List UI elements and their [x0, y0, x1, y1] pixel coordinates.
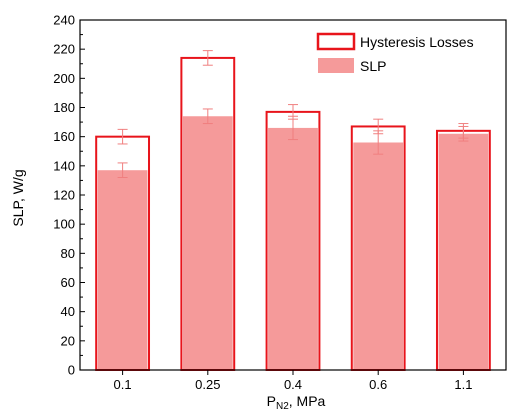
x-axis-ticks: 0.1 0.25 0.4 0.6 1.1: [114, 370, 472, 392]
y-tick-label-160: 160: [53, 129, 75, 144]
y-tick-label-100: 100: [53, 217, 75, 232]
bar-slp-1.1: [438, 133, 489, 369]
x-tick-label-0.4: 0.4: [284, 377, 302, 392]
y-axis-title: SLP, W/g: [10, 169, 26, 226]
y-tick-label-60: 60: [61, 275, 75, 290]
y-tick-label-0: 0: [68, 363, 75, 378]
x-tick-label-0.1: 0.1: [114, 377, 132, 392]
slp-bars: [97, 116, 489, 370]
legend-label-slp: SLP: [360, 58, 386, 74]
y-axis-ticks: 0 20 40 60 80 100 120 140 160 180 200 220 240: [53, 13, 85, 378]
y-tick-label-200: 200: [53, 71, 75, 86]
legend: Hysteresis Losses SLP: [316, 32, 474, 74]
x-axis-title: PN2, MPa: [267, 393, 326, 412]
x-axis-title-rest: , MPa: [289, 393, 326, 409]
error-bars: [117, 50, 469, 178]
x-tick-label-0.6: 0.6: [369, 377, 387, 392]
y-tick-label-180: 180: [53, 100, 75, 115]
y-tick-label-140: 140: [53, 158, 75, 173]
legend-swatch-hysteresis: [316, 32, 356, 51]
y-tick-label-240: 240: [53, 13, 75, 28]
bar-slp-0.4: [268, 127, 318, 370]
legend-label-hysteresis: Hysteresis Losses: [360, 34, 474, 50]
bar-slp-0.25: [182, 116, 233, 369]
y-tick-label-120: 120: [53, 188, 75, 203]
y-tick-label-80: 80: [61, 246, 75, 261]
x-axis-title-main: P: [267, 393, 276, 409]
bar-slp-0.6: [353, 142, 404, 369]
x-tick-label-1.1: 1.1: [454, 377, 472, 392]
bar-slp-0.1: [97, 170, 148, 369]
y-tick-label-220: 220: [53, 42, 75, 57]
x-tick-label-0.25: 0.25: [195, 377, 220, 392]
legend-swatch-slp: [318, 58, 354, 73]
x-axis-title-subscript: N2: [276, 401, 289, 412]
y-tick-label-20: 20: [61, 333, 75, 348]
y-tick-label-40: 40: [61, 304, 75, 319]
